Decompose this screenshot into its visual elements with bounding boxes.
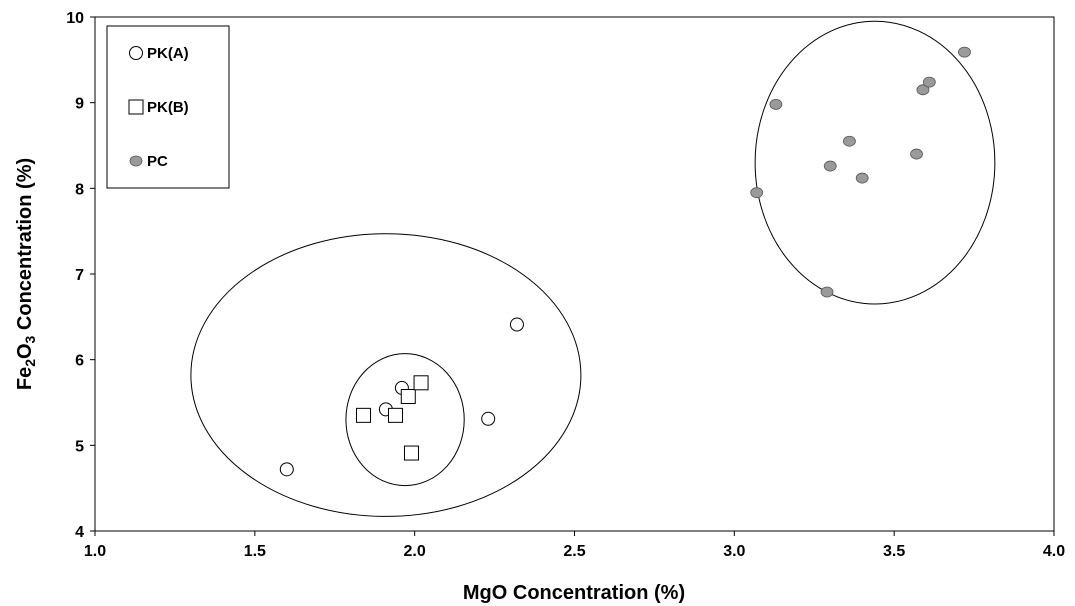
legend-box <box>106 25 230 189</box>
x-tick-label: 2.5 <box>563 543 585 560</box>
point-open-circle <box>481 411 496 426</box>
legend-label: PC <box>147 153 168 170</box>
y-tick-label: 6 <box>75 353 84 370</box>
legend-label: PK(B) <box>147 99 189 116</box>
data-points <box>279 46 971 477</box>
y-axis-title-part: Concentration (%) <box>14 158 36 336</box>
y-tick-label: 9 <box>75 96 84 113</box>
y-tick-label: 7 <box>75 267 84 284</box>
y-tick-label: 10 <box>66 10 84 27</box>
x-tick-label: 1.0 <box>84 543 106 560</box>
point-open-square <box>387 407 403 423</box>
x-tick-label: 1.5 <box>244 543 266 560</box>
point-filled-ellipse <box>823 160 837 172</box>
legend: PK(A) PK(B) PC <box>106 25 230 189</box>
y-tick-label: 8 <box>75 181 84 198</box>
point-filled-ellipse <box>750 187 764 199</box>
point-filled-ellipse <box>922 76 936 88</box>
point-filled-ellipse <box>769 98 783 110</box>
y-axis-title-subscript: 2 <box>22 359 38 367</box>
point-open-square <box>403 445 419 461</box>
point-filled-ellipse <box>910 148 923 160</box>
point-filled-ellipse <box>843 135 856 147</box>
point-open-square <box>356 407 372 423</box>
pc-ellipse <box>754 20 996 305</box>
legend-marker-filled-ellipse <box>129 155 143 167</box>
point-filled-ellipse <box>958 46 971 58</box>
y-tick-label: 4 <box>75 524 84 541</box>
x-axis-title: MgO Concentration (%) <box>463 582 685 604</box>
point-open-circle <box>279 462 294 477</box>
y-tick-label: 5 <box>75 438 84 455</box>
x-tick-label: 3.0 <box>723 543 745 560</box>
x-tick-label: 4.0 <box>1043 543 1065 560</box>
point-open-circle <box>509 317 524 332</box>
inner-pk-ellipse <box>345 353 465 487</box>
point-filled-ellipse <box>855 172 869 184</box>
x-axis: 1.0 1.5 2.0 2.5 3.0 3.5 4.0 <box>84 531 1065 560</box>
point-filled-ellipse <box>820 286 834 298</box>
outer-pk-ellipse <box>190 233 582 517</box>
point-filled-ellipse <box>916 84 930 96</box>
x-tick-label: 3.5 <box>883 543 905 560</box>
x-tick-label: 2.0 <box>404 543 426 560</box>
point-open-square <box>400 389 416 405</box>
legend-marker-open-square <box>128 99 144 115</box>
plot-area <box>94 16 1055 532</box>
y-axis-title-subscript: 3 <box>22 335 38 343</box>
legend-label: PK(A) <box>147 45 189 62</box>
y-axis-title-part: O <box>14 343 36 359</box>
enclosure-layer <box>190 20 996 517</box>
point-open-square <box>413 375 429 391</box>
y-axis-title-part: Fe <box>14 367 36 390</box>
y-axis: 4 5 6 7 8 9 10 <box>66 10 95 541</box>
legend-marker-open-circle <box>129 46 143 60</box>
y-axis-title: Fe2O3 Concentration (%) <box>14 158 38 390</box>
